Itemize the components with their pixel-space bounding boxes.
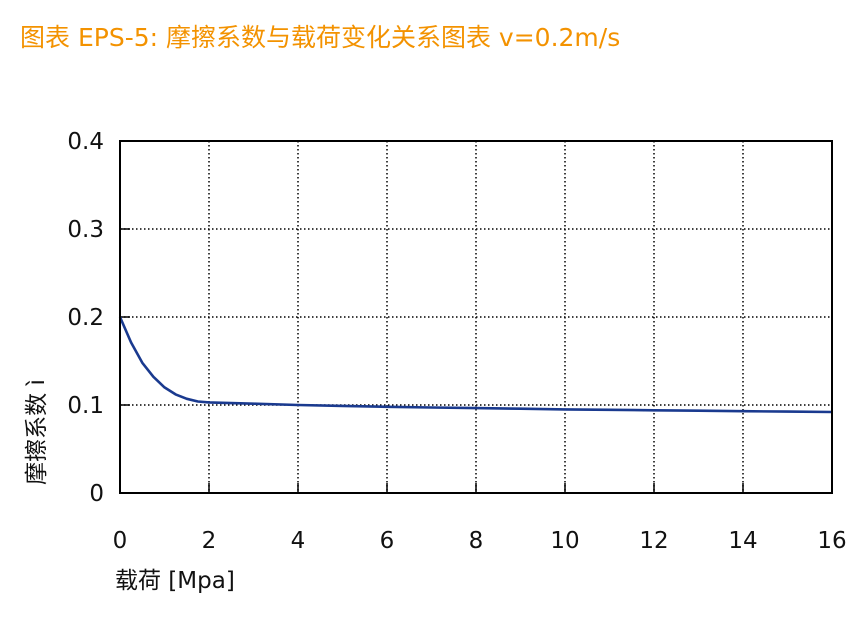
y-tick-label: 0.1	[67, 393, 104, 419]
x-tick-label: 6	[380, 528, 395, 554]
x-tick-label: 10	[550, 528, 579, 554]
y-tick-label: 0.4	[67, 129, 104, 155]
chart-title: 图表 EPS-5: 摩擦系数与载荷变化关系图表 v=0.2m/s	[20, 23, 621, 52]
x-tick-label: 14	[728, 528, 757, 554]
grid-lines	[120, 141, 832, 493]
y-tick-label: 0.3	[67, 217, 104, 243]
series-group	[118, 316, 833, 414]
y-axis-label: 摩擦系数 ì	[24, 379, 50, 485]
plot-frame	[119, 140, 833, 494]
x-tick-label: 16	[817, 528, 846, 554]
y-tick-label: 0	[89, 481, 104, 507]
tick-labels: 0 2 4 6 8 10 12 14 16 0 0.1 0.2 0.3 0.4	[67, 129, 846, 554]
x-tick-label: 0	[113, 528, 128, 554]
series-line	[118, 316, 833, 414]
x-tick-label: 8	[469, 528, 484, 554]
x-axis-label: 载荷 [Mpa]	[115, 568, 235, 594]
x-tick-label: 4	[291, 528, 306, 554]
y-tick-label: 0.2	[67, 305, 104, 331]
x-tick-label: 12	[639, 528, 668, 554]
x-tick-label: 2	[202, 528, 217, 554]
